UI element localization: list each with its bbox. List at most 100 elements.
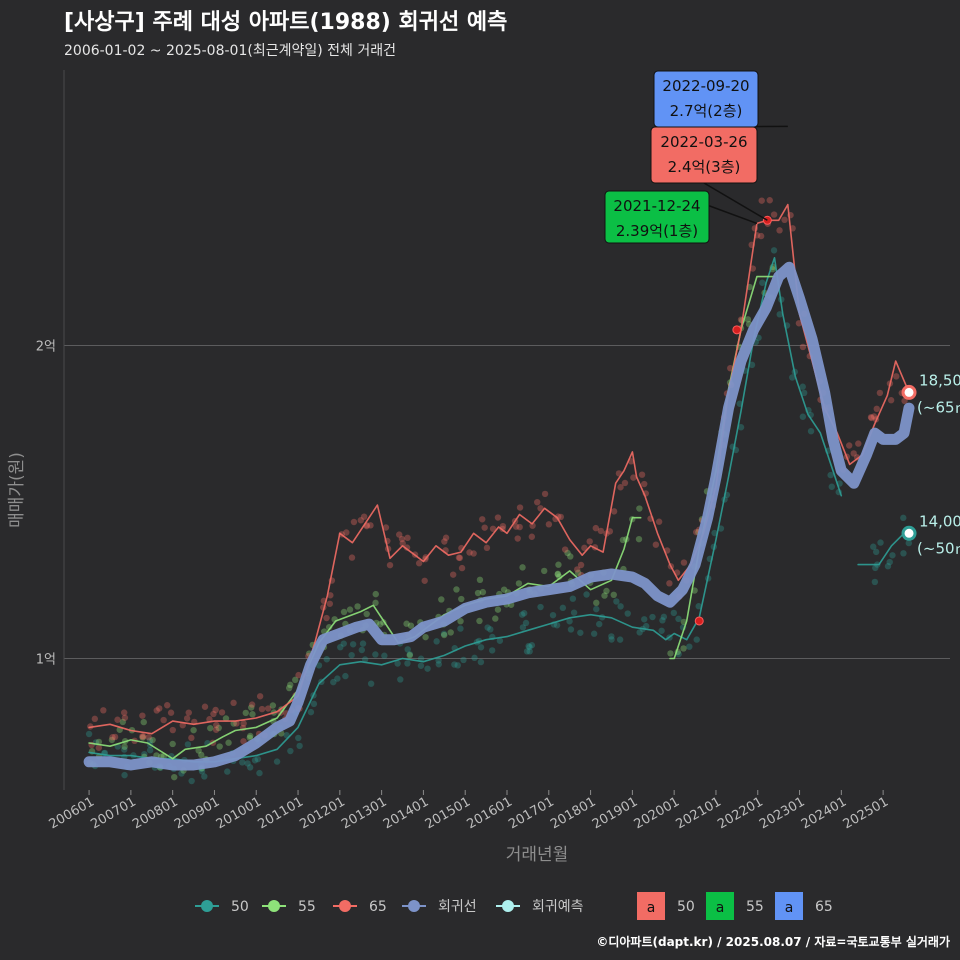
callout-leader <box>703 182 768 221</box>
trade-point <box>330 678 337 686</box>
trade-point <box>273 758 281 765</box>
trade-point <box>121 743 128 750</box>
x-tick-label: 202401 <box>799 794 849 832</box>
trade-point <box>406 651 414 658</box>
trade-point <box>421 577 428 584</box>
trade-point <box>520 610 528 617</box>
trade-point <box>537 603 544 611</box>
trade-point <box>675 615 682 623</box>
trade-point <box>95 744 103 751</box>
trade-point <box>337 643 344 651</box>
x-tick-label: 202301 <box>757 794 807 832</box>
trade-point <box>340 608 348 616</box>
trade-point <box>363 610 370 618</box>
trade-point <box>795 320 803 327</box>
trade-point <box>295 671 302 679</box>
trade-point <box>871 578 879 586</box>
trade-point <box>212 726 220 733</box>
trade-point <box>358 646 366 654</box>
trade-point <box>845 442 853 449</box>
trade-point <box>494 606 502 613</box>
trade-point <box>327 592 334 599</box>
trade-point <box>770 247 778 254</box>
trade-point <box>100 707 107 714</box>
trade-point <box>525 642 532 650</box>
trade-point <box>382 524 390 531</box>
trade-point <box>184 741 192 748</box>
trade-point <box>479 588 487 596</box>
trade-point <box>218 709 226 716</box>
trade-point <box>438 596 445 603</box>
trade-point <box>855 440 862 447</box>
trade-point <box>343 529 350 536</box>
trade-point <box>577 629 584 636</box>
trade-point <box>207 724 214 732</box>
trade-point <box>454 662 461 669</box>
trade-point <box>597 527 605 535</box>
trade-point <box>603 587 610 595</box>
trade-point <box>240 738 247 745</box>
trade-point <box>287 747 294 755</box>
trade-point <box>185 709 192 716</box>
x-tick-label: 201701 <box>506 794 556 832</box>
trade-point <box>608 633 615 640</box>
trade-point <box>876 389 884 397</box>
trade-point <box>455 554 463 561</box>
trade-point <box>528 642 536 649</box>
trade-point <box>246 764 254 771</box>
trade-point <box>523 648 531 655</box>
trade-point <box>583 591 590 598</box>
trade-point <box>749 265 757 272</box>
legend-dot-swatch <box>268 900 280 912</box>
trade-point <box>292 676 299 684</box>
trade-point <box>415 560 423 567</box>
callout-leader <box>706 204 758 225</box>
trade-point <box>759 279 766 286</box>
trade-point <box>541 490 549 498</box>
trade-point <box>799 383 806 390</box>
trade-point <box>807 427 815 435</box>
trade-point <box>624 610 631 617</box>
trade-point <box>442 534 450 541</box>
trade-point <box>307 708 315 716</box>
trade-point <box>456 554 464 562</box>
trade-point <box>789 374 796 381</box>
trade-point <box>286 684 293 692</box>
trade-point <box>244 760 251 767</box>
trade-point <box>146 746 154 754</box>
trade-point <box>776 227 783 234</box>
trade-point <box>593 599 600 607</box>
trade-point <box>476 576 484 584</box>
trade-point <box>643 622 650 630</box>
trade-point <box>758 197 765 204</box>
trade-point <box>346 606 354 613</box>
trade-point <box>310 700 318 708</box>
trade-point <box>534 498 541 506</box>
trade-point <box>121 746 128 753</box>
trade-point <box>850 450 857 457</box>
trade-point <box>488 647 496 654</box>
trade-point <box>264 705 272 712</box>
trade-point <box>407 622 415 629</box>
x-tick-label: 201201 <box>297 794 347 832</box>
legend-line-label: 55 <box>298 899 316 915</box>
trade-point <box>470 550 477 557</box>
trade-point <box>398 535 406 543</box>
trade-point <box>435 657 442 664</box>
trade-point <box>269 702 277 709</box>
trade-point <box>295 734 302 742</box>
trade-point <box>326 600 334 607</box>
legend-dot-swatch <box>339 900 351 912</box>
legend-dot-swatch <box>502 900 514 912</box>
trade-point <box>404 646 411 653</box>
trade-point <box>675 650 682 658</box>
trade-point <box>529 522 536 529</box>
trade-point <box>877 539 884 546</box>
trade-point <box>561 546 569 553</box>
trade-point <box>224 768 231 775</box>
trade-point <box>608 636 615 643</box>
legend-dot-swatch <box>201 900 213 912</box>
trade-point <box>108 736 116 744</box>
legend-layer: 50 55 65 회귀선 회귀예측 a 50 a 55 a 65 <box>195 892 833 920</box>
